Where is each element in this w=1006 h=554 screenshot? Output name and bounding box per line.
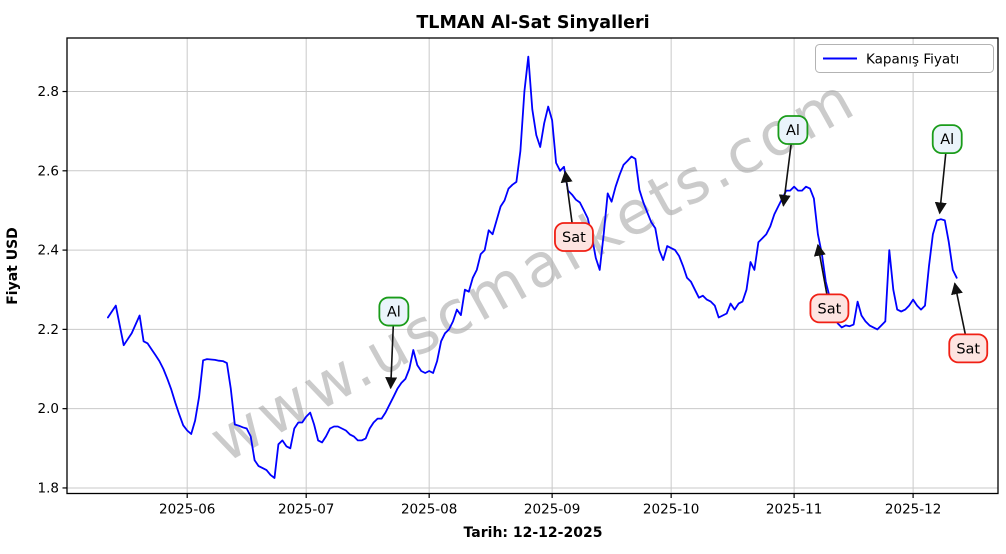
axes: 1.8 2.0 2.2 2.4 2.6 2.8 2025-06 2025-07 2025-08 2… (38, 37, 999, 518)
sell-signal-badge (948, 333, 989, 364)
buy-signal-annotation: Al (931, 124, 963, 215)
x-axis-title: Tarih: 12-12-2025 (464, 525, 603, 541)
buy-signal-badge (777, 115, 809, 145)
signal-label: Al (940, 132, 954, 148)
buy-signal-badge (931, 124, 963, 154)
buy-signal-annotation: Al (777, 115, 809, 207)
price-line-layer (107, 55, 958, 479)
legend-series-label: Kapanış Fiyatı (866, 52, 959, 68)
y-tick-label: 2.0 (38, 401, 59, 417)
signal-label: Al (786, 123, 800, 139)
signal-label: Al (387, 305, 401, 321)
y-tick-label: 2.4 (38, 243, 59, 259)
x-tick-label: 2025-06 (159, 502, 215, 518)
signal-annotations: Al Sat Al Sat Al Sat (378, 115, 989, 390)
buy-signal-badge (378, 296, 410, 327)
signal-label: Sat (956, 341, 980, 357)
gridlines (67, 38, 998, 494)
y-axis-title: Fiyat USD (5, 227, 21, 305)
x-tick-label: 2025-08 (401, 502, 457, 518)
x-tick-label: 2025-10 (643, 502, 699, 518)
sell-signal-annotation: Sat (948, 282, 989, 364)
chart-title: TLMAN Al-Sat Sinyalleri (416, 13, 649, 33)
buy-signal-annotation: Al (378, 296, 410, 390)
y-tick-label: 2.6 (38, 163, 59, 179)
y-tick-label: 2.8 (38, 84, 59, 100)
sell-signal-badge (554, 222, 594, 252)
sell-signal-annotation: Sat (554, 170, 594, 252)
sell-signal-annotation: Sat (809, 243, 850, 324)
y-tick-label: 2.2 (38, 322, 59, 338)
plot-border (66, 37, 999, 495)
x-tick-label: 2025-11 (766, 502, 822, 518)
price-line (107, 55, 958, 479)
legend: Kapanış Fiyatı (815, 44, 994, 73)
x-tick-label: 2025-07 (278, 502, 334, 518)
legend-box (815, 44, 994, 73)
signal-label: Sat (562, 230, 586, 246)
x-tick-label: 2025-12 (885, 502, 941, 518)
y-tick-label: 1.8 (38, 480, 59, 496)
signal-label: Sat (818, 301, 842, 317)
sell-signal-badge (809, 293, 850, 324)
x-tick-label: 2025-09 (524, 502, 580, 518)
